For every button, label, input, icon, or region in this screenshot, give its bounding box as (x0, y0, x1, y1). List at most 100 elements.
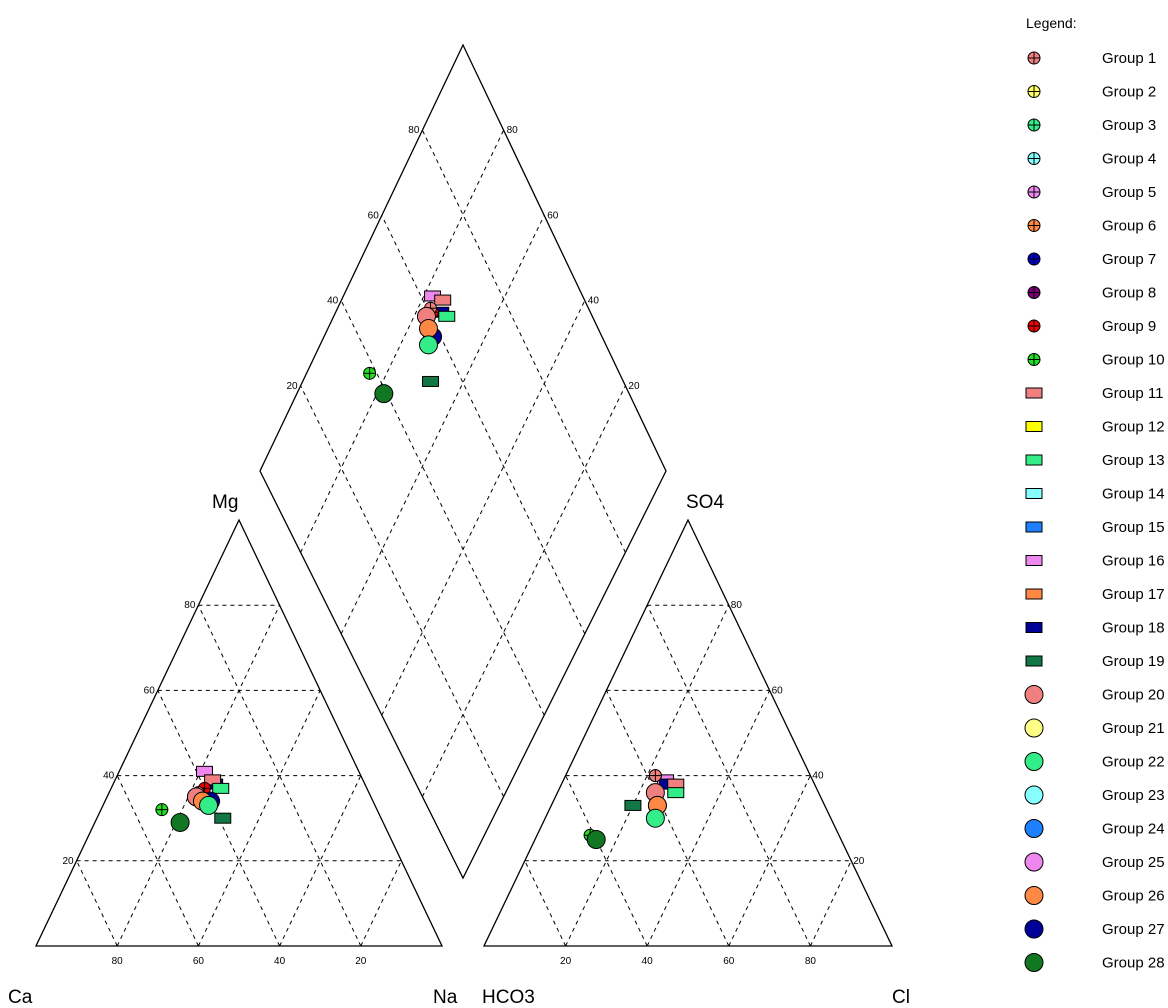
diamond-right-tick: 60 (547, 210, 559, 221)
diamond-grid-line (340, 300, 545, 716)
legend-item-group-17: Group 17 (1025, 586, 1165, 603)
legend-marker-group-1 (1027, 51, 1041, 65)
legend-entries: Group 1 Group 2 Group 3 Group 4 Group 5 Group… (1024, 50, 1165, 972)
legend-label: Group 26 (1102, 888, 1165, 905)
legend-label: Group 16 (1102, 553, 1165, 570)
legend-marker-group-19 (1025, 655, 1043, 667)
anion-label-cl: Cl (892, 987, 910, 1008)
cation-grid-line (116, 604, 281, 947)
legend-marker-group-14 (1025, 488, 1043, 499)
legend-item-group-13: Group 13 (1025, 452, 1165, 469)
legend-label: Group 1 (1102, 50, 1156, 67)
legend-marker-group-21 (1024, 718, 1044, 738)
legend-item-group-3: Group 3 (1027, 117, 1156, 134)
legend-item-group-25: Group 25 (1024, 852, 1165, 872)
legend-item-group-6: Group 6 (1027, 218, 1156, 235)
anion-point-group-13 (667, 787, 685, 799)
legend-label: Group 18 (1102, 620, 1165, 637)
anion-right-tick: 20 (853, 856, 865, 867)
cation-point-group-19 (214, 812, 232, 824)
diamond-point-group-28 (374, 384, 394, 404)
legend-item-group-10: Group 10 (1027, 352, 1165, 369)
diamond-point-group-22 (418, 335, 438, 355)
cation-point-group-28 (170, 812, 190, 832)
cation-point-group-13 (212, 782, 230, 794)
cation-bottom-tick: 80 (112, 956, 124, 967)
legend-label: Group 28 (1102, 955, 1165, 972)
anion-bottom-tick: 80 (805, 956, 817, 967)
anion-point-group-1 (648, 769, 662, 783)
cation-left-tick: 20 (62, 856, 74, 867)
cation-triangle: 20 20 40 40 60 60 80 80 Ca Na Mg (8, 492, 458, 1008)
anion-right-tick: 80 (731, 600, 743, 611)
legend-marker-group-20 (1024, 685, 1044, 704)
legend-label: Group 5 (1102, 184, 1156, 201)
legend-item-group-5: Group 5 (1027, 184, 1156, 201)
cation-bottom-tick: 60 (193, 956, 205, 967)
legend-marker-group-16 (1025, 555, 1043, 566)
legend-label: Group 13 (1102, 452, 1165, 469)
legend-marker-group-24 (1024, 819, 1044, 838)
cation-grid-line (197, 690, 321, 947)
anion-label-hco3: HCO3 (482, 987, 535, 1008)
diamond-left-tick: 60 (368, 210, 380, 221)
legend-marker-group-27 (1024, 919, 1044, 939)
legend-item-group-18: Group 18 (1025, 620, 1165, 637)
diamond-point-group-10 (363, 366, 377, 380)
cation-grid (76, 604, 402, 947)
anion-grid-line (524, 860, 567, 947)
diamond-right-tick: 80 (507, 125, 519, 136)
legend-label: Group 7 (1102, 251, 1156, 268)
legend-marker-group-10 (1027, 353, 1041, 366)
anion-label-so4: SO4 (686, 492, 724, 513)
legend-item-group-4: Group 4 (1027, 151, 1156, 168)
legend-item-group-28: Group 28 (1024, 953, 1165, 972)
legend-label: Group 21 (1102, 720, 1165, 737)
legend-item-group-19: Group 19 (1025, 653, 1165, 670)
anion-grid-line (605, 690, 730, 947)
legend-label: Group 27 (1102, 921, 1165, 938)
diamond-grid-line (300, 385, 505, 797)
legend-marker-group-11 (1025, 387, 1043, 399)
cation-label-na: Na (433, 987, 458, 1008)
legend-item-group-24: Group 24 (1024, 819, 1165, 838)
legend-label: Group 22 (1102, 754, 1165, 771)
legend-item-group-16: Group 16 (1025, 553, 1165, 570)
diamond-right-tick: 40 (588, 296, 600, 307)
legend-item-group-22: Group 22 (1024, 752, 1165, 771)
diamond-grid (300, 129, 626, 797)
legend-label: Group 25 (1102, 854, 1165, 871)
anion-grid-line (809, 860, 852, 947)
cation-left-tick: 40 (103, 771, 115, 782)
legend-marker-group-9 (1027, 319, 1041, 333)
legend-marker-group-25 (1024, 852, 1044, 872)
diamond-right-tick: 20 (628, 381, 640, 392)
legend-label: Group 12 (1102, 419, 1165, 436)
legend-marker-group-3 (1027, 118, 1041, 132)
diamond: 20 20 40 40 60 60 80 80 (259, 43, 667, 880)
legend-item-group-14: Group 14 (1025, 486, 1165, 503)
diamond-grid-line (300, 129, 505, 553)
cation-bottom-tick: 20 (355, 956, 367, 967)
legend-marker-group-7 (1027, 252, 1041, 266)
diamond-grid-line (421, 385, 626, 797)
legend-item-group-9: Group 9 (1027, 318, 1156, 335)
diamond-grid-line (381, 300, 586, 716)
cation-grid-line (76, 860, 118, 947)
legend-marker-group-22 (1024, 752, 1044, 771)
diamond-grid-line (421, 129, 626, 553)
cation-point-group-22 (199, 795, 219, 815)
cation-grid-line (197, 604, 362, 947)
legend-label: Group 19 (1102, 653, 1165, 670)
cation-tick-labels: 20 20 40 40 60 60 80 80 (62, 600, 366, 967)
anion-triangle: 20 20 40 40 60 60 80 80 HCO3 Cl SO4 (482, 492, 910, 1008)
legend-marker-group-4 (1027, 152, 1041, 165)
data-points (155, 290, 685, 849)
anion-grid (524, 604, 852, 947)
legend-marker-group-17 (1025, 588, 1043, 600)
cation-label-mg: Mg (212, 492, 238, 513)
legend-marker-group-15 (1025, 521, 1043, 533)
cation-point-group-10 (155, 803, 169, 817)
legend-label: Group 20 (1102, 687, 1165, 704)
diamond-point-group-13 (438, 310, 456, 322)
